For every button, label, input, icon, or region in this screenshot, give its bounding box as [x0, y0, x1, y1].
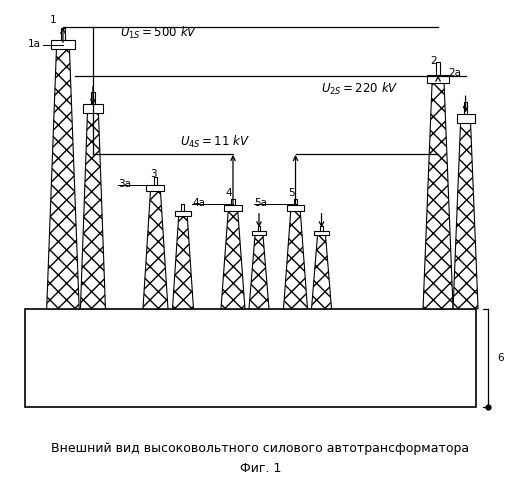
Polygon shape [143, 191, 168, 309]
Text: $U_{1S}=500\ kV$: $U_{1S}=500\ kV$ [120, 26, 198, 42]
Text: $U_{2S}=220\ kV$: $U_{2S}=220\ kV$ [320, 81, 398, 98]
Text: $U_{4S}=11\ kV$: $U_{4S}=11\ kV$ [180, 134, 251, 150]
Text: 1a: 1a [28, 39, 41, 49]
Polygon shape [283, 211, 307, 309]
Text: 6: 6 [497, 353, 504, 363]
Bar [456, 114, 475, 122]
Text: 1: 1 [51, 14, 57, 24]
Polygon shape [312, 236, 331, 309]
Text: 3a: 3a [118, 179, 131, 189]
Text: 2a: 2a [448, 68, 461, 78]
Text: 3: 3 [150, 169, 156, 179]
Polygon shape [453, 122, 478, 309]
Polygon shape [423, 84, 453, 309]
Polygon shape [80, 113, 105, 309]
Polygon shape [221, 211, 245, 309]
Polygon shape [47, 49, 79, 309]
Text: 5: 5 [288, 188, 294, 198]
Text: Фиг. 1: Фиг. 1 [240, 462, 281, 474]
Bar [287, 206, 304, 211]
Bar [26, 309, 476, 407]
Bar [176, 210, 191, 216]
Text: 5a: 5a [254, 198, 267, 208]
Text: 4: 4 [226, 188, 232, 198]
Bar [252, 232, 266, 235]
Text: 2: 2 [430, 56, 437, 66]
Polygon shape [249, 236, 269, 309]
Bar [314, 232, 329, 235]
Bar [83, 104, 103, 113]
Text: Внешний вид высоковольтного силового автотрансформатора: Внешний вид высоковольтного силового авт… [52, 442, 469, 455]
Bar [225, 206, 242, 211]
Bar [146, 184, 165, 191]
Bar [51, 40, 75, 49]
Polygon shape [172, 216, 193, 309]
Bar [427, 74, 449, 84]
Text: 4a: 4a [192, 198, 205, 208]
